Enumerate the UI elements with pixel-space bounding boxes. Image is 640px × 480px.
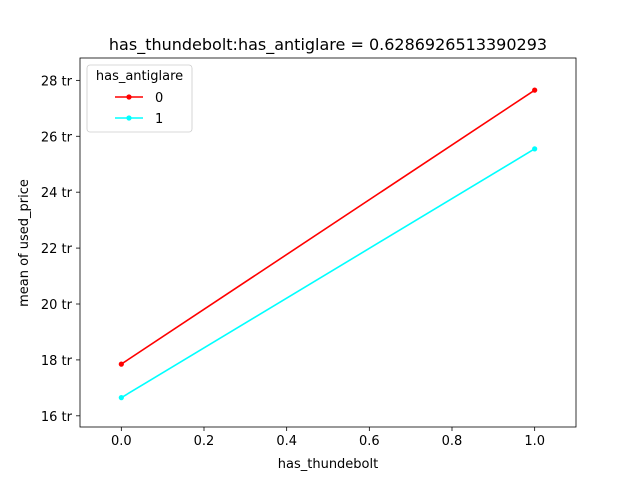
y-tick-label: 28 tr <box>41 74 73 89</box>
y-tick-label: 16 tr <box>41 410 73 425</box>
legend-label-1: 1 <box>155 112 163 127</box>
x-tick-label: 0.2 <box>194 434 215 449</box>
series-line-0 <box>120 89 536 365</box>
x-tick-label: 0.8 <box>442 434 463 449</box>
x-tick-label: 0.4 <box>276 434 297 449</box>
axes-frame <box>79 57 577 428</box>
legend-label-0: 0 <box>155 91 163 106</box>
data-point-0 <box>532 87 538 93</box>
x-axis-label: has_thundebolt <box>278 457 378 472</box>
y-tick-label: 18 tr <box>41 354 73 369</box>
series-line-1 <box>120 148 536 399</box>
y-tick-label: 22 tr <box>41 242 73 257</box>
plot-area: 0.0 0.2 0.4 0.6 0.8 1.0 16 tr 18 tr 20 tr 22 tr 24… <box>41 57 577 449</box>
x-tick-label: 0.0 <box>111 434 132 449</box>
x-tick-label: 1.0 <box>524 434 545 449</box>
legend-marker-1 <box>126 115 132 121</box>
legend-title: has_antiglare <box>96 69 183 84</box>
data-point-0 <box>118 361 124 367</box>
y-tick-label: 26 tr <box>41 130 73 145</box>
legend-box <box>86 64 193 133</box>
legend-marker-0 <box>126 94 132 100</box>
y-tick-label: 24 tr <box>41 186 73 201</box>
x-tick-label: 0.6 <box>359 434 380 449</box>
data-point-1 <box>532 146 538 152</box>
y-tick-label: 20 tr <box>41 298 73 313</box>
chart-title: has_thundebolt:has_antiglare = 0.6286926… <box>109 35 547 55</box>
y-axis-label: mean of used_price <box>17 179 32 307</box>
data-point-1 <box>118 395 124 401</box>
